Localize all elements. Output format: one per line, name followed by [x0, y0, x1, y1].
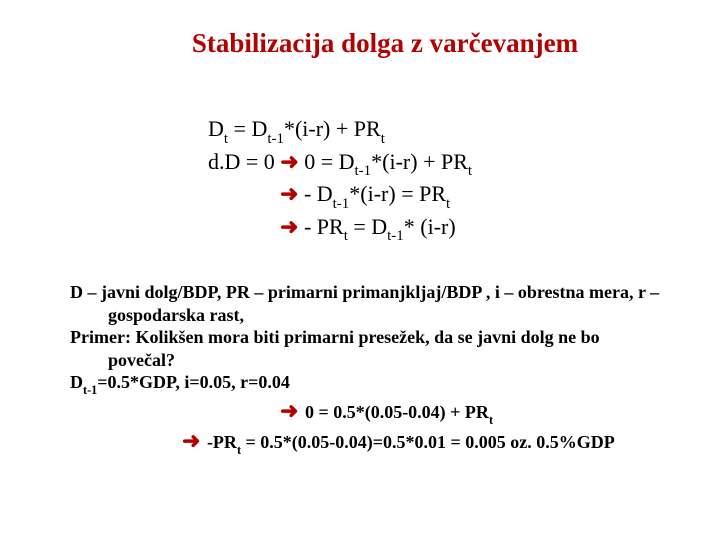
definitions-block: D – javni dolg/BDP, PR – primarni priman… — [70, 281, 670, 457]
def-text: 0 = 0.5*(0.05-0.04) + PR — [300, 402, 489, 422]
eq-sub: t-1 — [333, 196, 350, 212]
eq-sub: t-1 — [387, 228, 404, 244]
def-text: -PR — [202, 432, 237, 452]
definition-line-1: D – javni dolg/BDP, PR – primarni priman… — [70, 281, 670, 326]
definition-line-4: ➜ 0 = 0.5*(0.05-0.04) + PRt — [280, 397, 670, 427]
eq-text: *(i-r) + PR — [371, 149, 468, 174]
def-text: D — [70, 372, 83, 392]
arrow-icon: ➜ — [182, 428, 200, 453]
eq-text: - D — [298, 181, 332, 206]
eq-sub: t — [344, 228, 348, 244]
arrow-icon: ➜ — [280, 214, 298, 239]
eq-text: *(i-r) = PR — [349, 181, 446, 206]
eq-text: * (i-r) — [404, 214, 456, 239]
eq-sub: t — [224, 131, 228, 147]
definition-line-5: ➜ -PRt = 0.5*(0.05-0.04)=0.5*0.01 = 0.00… — [182, 427, 670, 457]
eq-sub: t-1 — [355, 163, 372, 179]
definition-line-3: Dt-1=0.5*GDP, i=0.05, r=0.04 — [70, 371, 670, 397]
equation-block: Dt = Dt-1*(i-r) + PRt d.D = 0 ➜ 0 = Dt-1… — [208, 115, 670, 245]
equation-line-4: ➜ - PRt = Dt-1* (i-r) — [280, 213, 670, 246]
equation-line-1: Dt = Dt-1*(i-r) + PRt — [208, 115, 670, 148]
equation-line-2: d.D = 0 ➜ 0 = Dt-1*(i-r) + PRt — [208, 148, 670, 181]
arrow-icon: ➜ — [280, 149, 298, 174]
def-text: =0.5*GDP, i=0.05, r=0.04 — [97, 372, 290, 392]
eq-text: = D — [348, 214, 387, 239]
eq-sub: t — [446, 196, 450, 212]
arrow-icon: ➜ — [280, 181, 298, 206]
def-sub: t — [489, 413, 493, 427]
eq-text: - PR — [298, 214, 343, 239]
eq-sub: t-1 — [267, 131, 284, 147]
eq-sub: t — [468, 163, 472, 179]
def-text: = 0.5*(0.05-0.04)=0.5*0.01 = 0.005 oz. 0… — [241, 432, 615, 452]
eq-text: D — [208, 116, 224, 141]
page-title: Stabilizacija dolga z varčevanjem — [100, 28, 670, 59]
eq-text: d.D = 0 — [208, 149, 280, 174]
equation-line-3: ➜ - Dt-1*(i-r) = PRt — [280, 180, 670, 213]
definition-line-2: Primer: Kolikšen mora biti primarni pres… — [70, 326, 670, 371]
eq-text: 0 = D — [299, 149, 355, 174]
arrow-icon: ➜ — [280, 398, 298, 423]
def-sub: t-1 — [83, 383, 97, 397]
def-sub: t — [237, 443, 241, 457]
eq-text: *(i-r) + PR — [284, 116, 381, 141]
eq-text: = D — [228, 116, 267, 141]
eq-sub: t — [381, 131, 385, 147]
